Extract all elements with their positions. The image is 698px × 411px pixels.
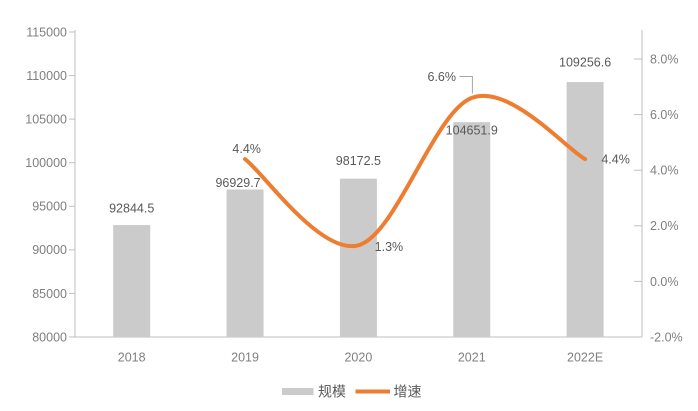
growth-line: [243, 93, 588, 249]
right-axis-tick-label: 0.0%: [650, 275, 679, 289]
bar: [453, 122, 491, 337]
right-axis-tick-label: 8.0%: [650, 52, 679, 66]
bar-data-label: 109256.6: [559, 55, 611, 69]
line-data-label: 6.6%: [428, 70, 457, 84]
x-axis-category-label: 2020: [344, 350, 372, 364]
right-axis-tick-label: 2.0%: [650, 219, 679, 233]
legend-item-label: 增速: [394, 383, 422, 399]
left-axis-tick-label: 105000: [25, 113, 67, 127]
bar: [226, 189, 264, 337]
bar-data-label: 92844.5: [109, 201, 154, 215]
x-axis-category-label: 2019: [231, 350, 259, 364]
bar-data-label: 98172.5: [336, 154, 381, 168]
left-axis-tick-label: 115000: [26, 25, 67, 39]
line-data-label: 1.3%: [375, 240, 404, 254]
legend-item-label: 规模: [318, 383, 346, 399]
left-axis-tick-label: 80000: [32, 330, 67, 344]
x-axis-category-label: 2018: [118, 350, 146, 364]
left-axis-tick-label: 85000: [32, 287, 67, 301]
line-data-label: 4.4%: [232, 142, 261, 156]
left-axis-tick-label: 110000: [26, 69, 67, 83]
right-axis-tick-label: 6.0%: [650, 108, 679, 122]
left-axis-tick-label: 100000: [25, 156, 67, 170]
legend: 规模 增速: [282, 383, 422, 399]
bar-data-label: 104651.9: [446, 124, 498, 138]
bar: [339, 178, 377, 337]
bar: [566, 82, 604, 338]
left-axis-tick-label: 95000: [32, 200, 67, 214]
bar-data-label: 96929.7: [215, 176, 260, 190]
legend-bar-swatch: [282, 388, 314, 395]
right-axis-tick-label: -2.0%: [650, 330, 683, 344]
label-leader-line: [459, 76, 473, 94]
right-axis-tick-label: 4.0%: [650, 164, 679, 178]
bar: [113, 225, 151, 337]
line-data-label: 4.4%: [601, 152, 630, 166]
left-axis-tick-label: 90000: [32, 243, 67, 257]
x-axis-category-label: 2022E: [567, 350, 603, 364]
x-axis-category-label: 2021: [458, 350, 486, 364]
